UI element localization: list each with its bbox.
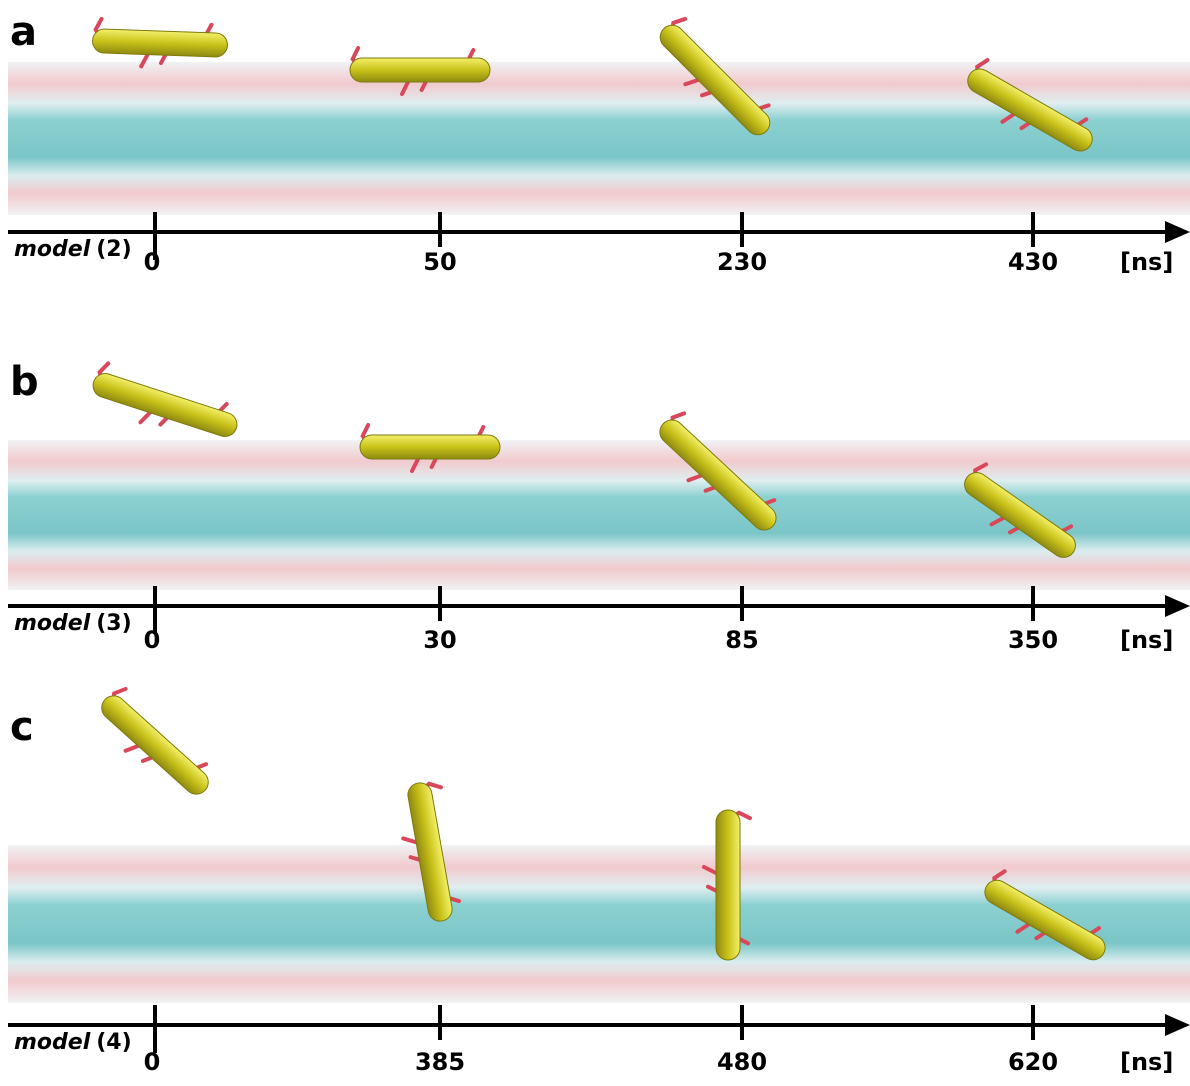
time-label: 230 bbox=[717, 248, 767, 276]
tube-body bbox=[716, 810, 740, 960]
time-unit: [ns] bbox=[1120, 1048, 1173, 1076]
nanotube bbox=[89, 683, 220, 808]
figure: amodel(2)050230430[ns]bmodel(3)03085350[… bbox=[0, 0, 1190, 1086]
time-label: 620 bbox=[1008, 1048, 1058, 1076]
panel-label: a bbox=[10, 9, 37, 55]
model-number: (2) bbox=[96, 237, 131, 262]
model-name: model bbox=[14, 611, 91, 636]
model-number: (3) bbox=[96, 611, 131, 636]
model-name: model bbox=[14, 237, 91, 262]
time-unit: [ns] bbox=[1120, 248, 1173, 276]
tube-body bbox=[360, 435, 500, 459]
time-label: 0 bbox=[144, 248, 161, 276]
model-number: (4) bbox=[96, 1030, 131, 1055]
time-label: 85 bbox=[725, 626, 758, 654]
model-text: model(2) bbox=[14, 237, 132, 262]
model-name: model bbox=[14, 1030, 91, 1055]
time-label: 480 bbox=[717, 1048, 767, 1076]
panel-label: b bbox=[10, 359, 39, 405]
page: amodel(2)050230430[ns]bmodel(3)03085350[… bbox=[0, 0, 1190, 1086]
tube-body bbox=[90, 370, 240, 439]
model-text: model(3) bbox=[14, 611, 132, 636]
tube-body bbox=[92, 29, 228, 58]
tube-body bbox=[350, 58, 490, 82]
time-label: 350 bbox=[1008, 626, 1058, 654]
nanotube bbox=[86, 361, 243, 451]
time-label: 0 bbox=[144, 1048, 161, 1076]
time-label: 50 bbox=[423, 248, 456, 276]
membrane bbox=[8, 62, 1190, 215]
time-label: 385 bbox=[415, 1048, 465, 1076]
time-label: 30 bbox=[423, 626, 456, 654]
model-text: model(4) bbox=[14, 1030, 132, 1055]
time-label: 0 bbox=[144, 626, 161, 654]
axis-arrow bbox=[1165, 221, 1190, 243]
time-unit: [ns] bbox=[1120, 626, 1173, 654]
tube-body bbox=[97, 691, 213, 799]
membrane bbox=[8, 845, 1190, 1003]
nanotube bbox=[92, 19, 229, 70]
axis-arrow bbox=[1165, 595, 1190, 617]
axis-arrow bbox=[1165, 1014, 1190, 1036]
time-label: 430 bbox=[1008, 248, 1058, 276]
panel-label: c bbox=[10, 704, 34, 750]
